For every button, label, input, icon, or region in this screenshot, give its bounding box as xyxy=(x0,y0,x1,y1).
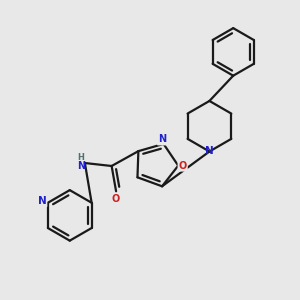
Text: N: N xyxy=(77,161,86,171)
Text: O: O xyxy=(112,194,120,204)
Text: N: N xyxy=(158,134,166,145)
Text: N: N xyxy=(38,196,46,206)
Text: N: N xyxy=(205,146,214,157)
Text: O: O xyxy=(178,160,187,171)
Text: H: H xyxy=(77,153,84,162)
